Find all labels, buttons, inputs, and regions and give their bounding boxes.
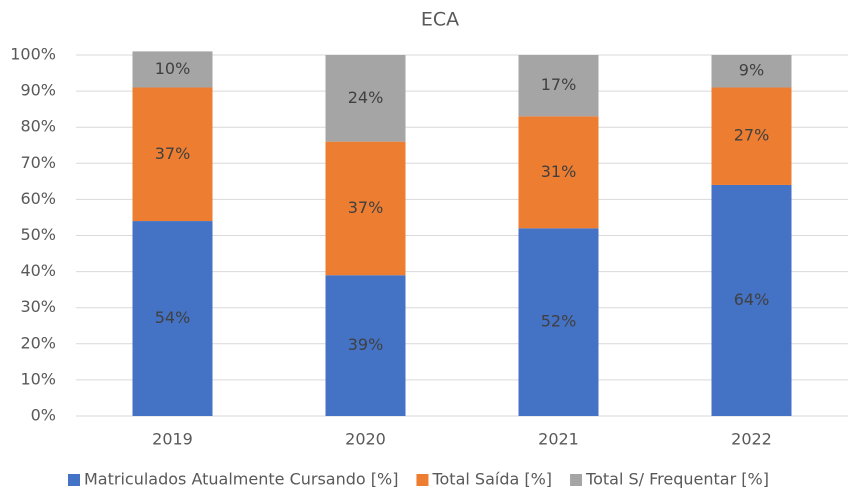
data-label: 27% (734, 126, 770, 145)
data-label: 24% (348, 88, 384, 107)
bar-segment (518, 228, 599, 416)
y-tick-label: 80% (20, 117, 56, 136)
x-tick-label: 2022 (731, 430, 772, 449)
data-label: 9% (739, 61, 764, 80)
legend-swatch (68, 474, 80, 486)
data-label: 39% (348, 335, 384, 354)
y-tick-label: 90% (20, 81, 56, 100)
y-tick-label: 100% (10, 45, 56, 64)
data-label: 17% (541, 75, 577, 94)
chart-title: ECA (421, 9, 459, 31)
bar-segment (711, 87, 792, 185)
data-label: 54% (155, 308, 191, 327)
bar-segment (325, 141, 406, 276)
data-label: 37% (155, 144, 191, 163)
legend-label: Matriculados Atualmente Cursando [%] (84, 470, 398, 489)
y-tick-label: 0% (31, 406, 56, 425)
y-tick-label: 60% (20, 189, 56, 208)
bar-segment (132, 87, 213, 222)
bar-segment (325, 275, 406, 416)
y-tick-label: 70% (20, 153, 56, 172)
bar-segment (132, 51, 213, 88)
y-tick-label: 30% (20, 297, 56, 316)
y-tick-label: 20% (20, 333, 56, 352)
data-label: 52% (541, 312, 577, 331)
legend-label: Total S/ Frequentar [%] (585, 470, 769, 489)
data-label: 37% (348, 198, 384, 217)
data-label: 31% (541, 162, 577, 181)
x-tick-label: 2019 (152, 430, 193, 449)
x-tick-label: 2020 (345, 430, 386, 449)
bar-segment (518, 116, 599, 229)
bar-segment (711, 184, 792, 416)
bar-segment (132, 221, 213, 416)
bar-segment (711, 55, 792, 88)
data-label: 64% (734, 290, 770, 309)
y-tick-label: 50% (20, 225, 56, 244)
x-tick-label: 2021 (538, 430, 579, 449)
legend-swatch (570, 474, 583, 486)
bar-segment (518, 55, 599, 117)
bar-segment (325, 55, 406, 142)
y-tick-label: 40% (20, 261, 56, 280)
y-tick-label: 10% (20, 369, 56, 388)
legend-label: Total Saída [%] (431, 470, 552, 489)
data-label: 10% (155, 59, 191, 78)
legend-swatch (416, 474, 429, 486)
